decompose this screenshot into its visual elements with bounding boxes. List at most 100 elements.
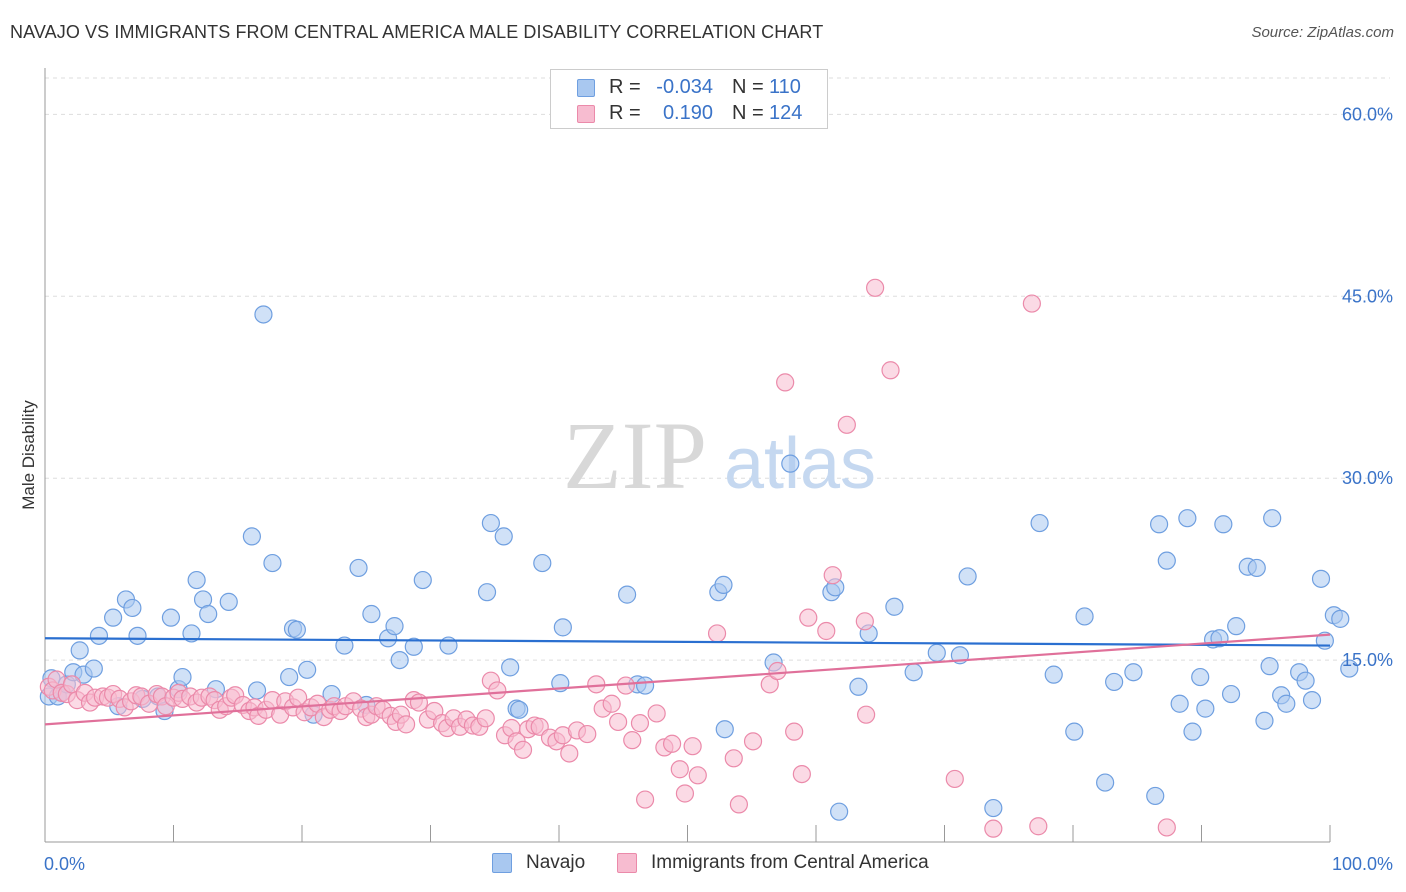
series-legend: Navajo Immigrants from Central America bbox=[0, 852, 1406, 878]
legend-r-value: 0.190 bbox=[662, 102, 713, 124]
axes bbox=[44, 68, 1331, 843]
navajo-point bbox=[1255, 711, 1274, 730]
navajo-point bbox=[187, 570, 206, 590]
navajo-point bbox=[984, 798, 1003, 818]
y-tick-label: 60.0% bbox=[1342, 104, 1393, 124]
navajo-point bbox=[1146, 786, 1165, 806]
navajo-point bbox=[1065, 722, 1084, 741]
immigrants-label: Immigrants from Central America bbox=[651, 852, 929, 873]
immigrant-point bbox=[707, 624, 727, 643]
immigrant-point bbox=[688, 766, 707, 785]
y-axis-label: Male Disability bbox=[19, 400, 38, 510]
immigrant-point bbox=[662, 734, 682, 753]
navajo-point bbox=[885, 597, 904, 616]
navajo-point bbox=[849, 677, 868, 696]
navajo-point bbox=[287, 620, 306, 639]
immigrant-point bbox=[1029, 817, 1048, 836]
navajo-point bbox=[254, 305, 273, 324]
immigrant-point bbox=[1022, 294, 1041, 313]
navajo-point bbox=[247, 681, 267, 700]
navajo-point bbox=[1149, 515, 1169, 534]
immigrant-trend-line bbox=[44, 633, 1331, 726]
navajo-point bbox=[904, 663, 923, 682]
navajo-point bbox=[510, 700, 529, 719]
chart-title: NAVAJO VS IMMIGRANTS FROM CENTRAL AMERIC… bbox=[10, 22, 824, 42]
navajo-point bbox=[830, 802, 849, 821]
legend-n-value: 124 bbox=[769, 102, 803, 124]
immigrant-point bbox=[602, 694, 621, 713]
navajo-point bbox=[927, 643, 946, 662]
navajo-point bbox=[161, 608, 181, 627]
navajo-trend-line bbox=[44, 637, 1331, 647]
navajo-point bbox=[242, 527, 261, 546]
navajo-point bbox=[182, 624, 201, 643]
grid-lines bbox=[45, 77, 1390, 661]
navajo-point bbox=[1260, 657, 1279, 676]
navajo-point bbox=[1096, 773, 1115, 792]
x-tick-label: 100.0% bbox=[1332, 854, 1393, 874]
immigrant-point bbox=[1157, 818, 1176, 837]
immigrant-point bbox=[760, 675, 779, 694]
legend-r-label: R = bbox=[609, 102, 641, 124]
navajo-point bbox=[1214, 515, 1233, 534]
legend-r-value: -0.034 bbox=[656, 76, 713, 98]
navajo-point bbox=[173, 667, 192, 687]
navajo-point bbox=[1247, 558, 1266, 578]
immigrant-point bbox=[578, 724, 597, 744]
navajo-point bbox=[349, 558, 368, 578]
immigrant-point bbox=[724, 749, 743, 768]
immigrant-point bbox=[823, 566, 842, 585]
navajo-point bbox=[1178, 509, 1197, 528]
navajo-point bbox=[1170, 694, 1189, 713]
immigrant-point bbox=[670, 760, 689, 779]
immigrant-point bbox=[396, 715, 416, 734]
navajo-point bbox=[553, 618, 572, 637]
immigrant-point bbox=[881, 361, 900, 380]
navajo-point bbox=[298, 660, 317, 679]
immigrant-point bbox=[837, 415, 856, 434]
navajo-point bbox=[1302, 691, 1322, 710]
immigrant-point bbox=[866, 278, 885, 297]
navajo-point bbox=[533, 553, 552, 573]
navajo-label: Navajo bbox=[526, 852, 586, 873]
navajo-point bbox=[1221, 684, 1241, 704]
navajo-point bbox=[1196, 699, 1215, 718]
navajo-point bbox=[413, 570, 432, 590]
immigrant-point bbox=[729, 795, 749, 814]
y-tick-label: 30.0% bbox=[1342, 468, 1393, 488]
immigrant-point bbox=[560, 744, 579, 763]
navajo-point bbox=[1311, 569, 1331, 588]
immigrant-point bbox=[785, 722, 804, 741]
legend-row-navajo: R = -0.034 N = 110 bbox=[551, 76, 827, 100]
immigrant-point bbox=[623, 731, 642, 750]
navajo-point bbox=[199, 604, 218, 624]
navajo-point bbox=[1075, 607, 1094, 626]
navajo-point bbox=[123, 598, 142, 618]
immigrant-point bbox=[513, 740, 533, 759]
immigrants-swatch bbox=[577, 105, 595, 123]
navajo-point bbox=[1263, 509, 1282, 528]
source-label: Source: ZipAtlas.com bbox=[1251, 24, 1394, 41]
immigrant-point bbox=[776, 373, 795, 392]
immigrant-point bbox=[409, 693, 429, 712]
navajo-point bbox=[84, 659, 103, 678]
navajo-point bbox=[1183, 722, 1202, 741]
navajo-point bbox=[70, 641, 89, 660]
immigrant-point bbox=[768, 661, 787, 681]
immigrant-point bbox=[792, 764, 811, 784]
navajo-point bbox=[501, 658, 520, 677]
navajo-point bbox=[219, 592, 238, 611]
navajo-swatch bbox=[492, 853, 512, 873]
immigrant-point bbox=[488, 681, 507, 700]
navajo-point bbox=[958, 567, 977, 586]
navajo-point bbox=[1157, 551, 1176, 570]
immigrant-point bbox=[630, 714, 650, 733]
navajo-point bbox=[635, 676, 655, 695]
navajo-point bbox=[1340, 659, 1359, 678]
immigrant-point bbox=[799, 608, 818, 627]
navajo-point bbox=[128, 626, 147, 645]
legend-n-label: N = bbox=[732, 76, 764, 98]
legend-n-label: N = bbox=[732, 102, 764, 124]
navajo-point bbox=[1105, 672, 1124, 692]
navajo-point bbox=[1044, 665, 1063, 684]
